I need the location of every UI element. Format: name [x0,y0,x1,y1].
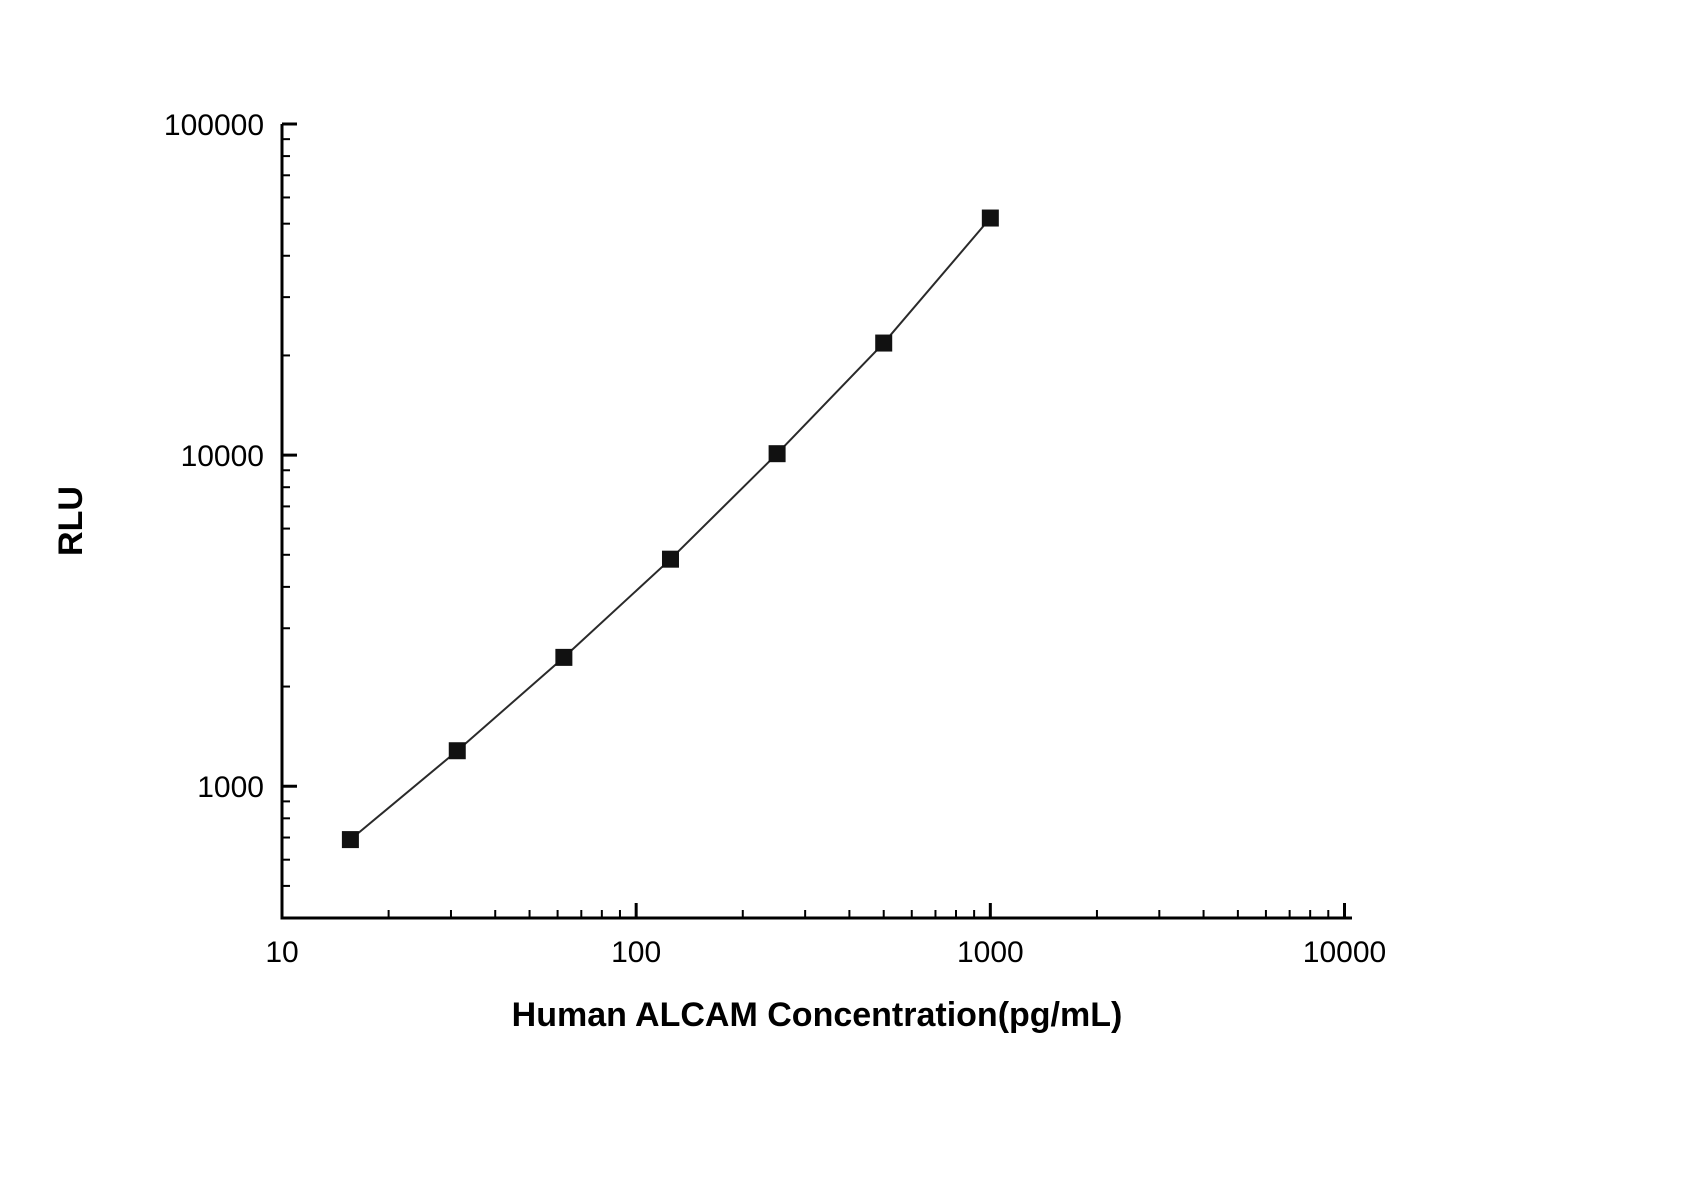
data-point-marker [661,550,679,568]
x-axis-title: Human ALCAM Concentration(pg/mL) [512,996,1123,1034]
data-point-marker [555,648,573,666]
data-point-marker [448,742,466,760]
x-tick-label: 10000 [1303,936,1386,969]
series-line [349,217,992,841]
y-tick-label: 100000 [164,109,264,142]
data-point-marker [341,831,359,849]
x-tick-label: 1000 [957,936,1024,969]
y-tick-label: 1000 [197,771,264,804]
y-tick-label: 10000 [181,440,264,473]
data-point-marker [875,334,893,352]
x-tick-label: 10 [265,936,298,969]
plot-area: 10 100 1000 10000 1000 10000 100000 [164,109,1386,969]
data-point-marker [768,445,786,463]
y-axis-title: RLU [52,486,90,556]
x-tick-label: 100 [611,936,661,969]
data-point-marker [981,209,999,227]
